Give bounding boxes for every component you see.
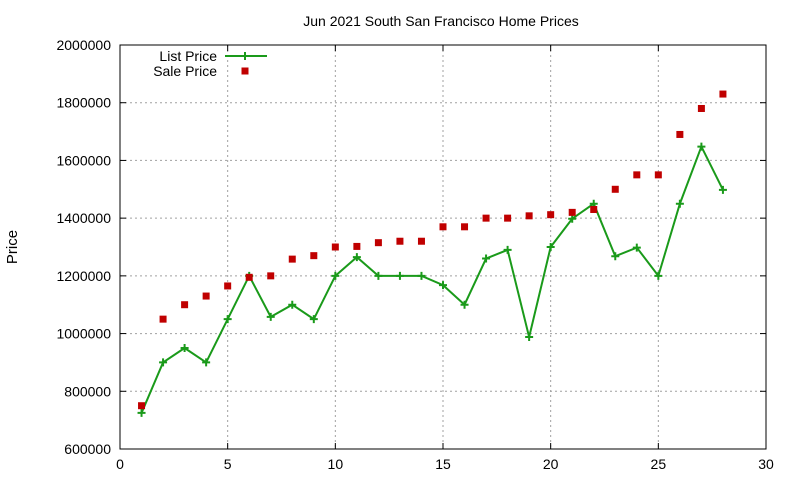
sale-price-point (202, 292, 210, 300)
list-price-point (503, 245, 512, 254)
list-price-point (718, 185, 727, 194)
sale-price-point (331, 243, 339, 251)
x-tick-label: 10 (328, 456, 344, 472)
sale-price-point (224, 282, 232, 290)
sale-price-point (417, 237, 425, 245)
tick-labels: 0 5 10 15 20 25 30 600000 800000 1000000 1200000 14… (56, 37, 774, 472)
legend-label-list-price: List Price (159, 48, 217, 64)
sale-price-point (633, 171, 641, 179)
y-tick-label: 1400000 (56, 210, 111, 226)
list-price-point (331, 271, 340, 280)
y-tick-label: 1800000 (56, 95, 111, 111)
sale-price-point (353, 242, 361, 250)
y-tick-label: 1600000 (56, 152, 111, 168)
sale-price-point (654, 171, 662, 179)
y-tick-label: 1200000 (56, 268, 111, 284)
chart-title: Jun 2021 South San Francisco Home Prices (303, 13, 578, 29)
sale-price-point (590, 205, 598, 213)
sale-price-point (461, 223, 469, 231)
list-price-point (697, 142, 706, 151)
x-tick-label: 30 (758, 456, 774, 472)
sale-price-point (310, 252, 318, 260)
list-price-point (288, 300, 297, 309)
list-price-point (395, 271, 404, 280)
sale-price-point (267, 272, 275, 280)
list-price-point (675, 199, 684, 208)
list-price-point (654, 271, 663, 280)
sale-price-point (396, 237, 404, 245)
sale-price-point (374, 239, 382, 247)
sale-price-point (611, 185, 619, 193)
series-layer (137, 90, 727, 417)
sale-price-point (245, 273, 253, 281)
sale-price-point (547, 211, 555, 219)
sale-price-point (525, 212, 533, 220)
grid-lines (120, 45, 766, 449)
sale-price-point (482, 214, 490, 222)
list-price-point (352, 253, 361, 262)
sale-price-point (181, 301, 189, 309)
legend: List Price Sale Price (153, 48, 267, 79)
sale-price-point (138, 402, 146, 410)
legend-marker-list-price (241, 52, 249, 60)
sale-price-point (719, 90, 727, 98)
y-tick-label: 1000000 (56, 326, 111, 342)
list-price-point (180, 344, 189, 352)
list-price-point (266, 312, 275, 321)
list-price-point (202, 358, 211, 367)
axis-ticks (119, 44, 767, 450)
list-price-point (137, 408, 146, 417)
legend-label-sale-price: Sale Price (153, 63, 217, 79)
y-tick-label: 600000 (64, 441, 111, 457)
list-price-line (140, 144, 724, 414)
list-price-point (309, 315, 318, 324)
legend-marker-sale-price (241, 67, 249, 75)
y-tick-label: 800000 (64, 383, 111, 399)
sale-price-point (439, 223, 447, 231)
sale-price-point (159, 315, 167, 323)
x-tick-label: 0 (116, 456, 124, 472)
x-tick-label: 15 (435, 456, 451, 472)
list-price-point (223, 315, 232, 324)
list-price-point (546, 243, 555, 251)
list-price-point (568, 214, 577, 223)
list-price-point (482, 254, 491, 263)
list-price-point (632, 243, 641, 252)
list-price-point (374, 271, 383, 280)
list-price-point (439, 281, 447, 290)
list-price-point (611, 252, 620, 261)
sale-price-point (697, 104, 705, 112)
sale-price-point (568, 208, 576, 216)
x-tick-label: 25 (651, 456, 667, 472)
sale-price-point (288, 255, 296, 263)
sale-price-point (504, 214, 512, 222)
list-price-point (417, 271, 426, 280)
list-price-point (525, 333, 534, 342)
list-price-point (460, 300, 469, 309)
sale-price-point (676, 130, 684, 138)
list-price-point (159, 358, 168, 367)
x-tick-label: 20 (543, 456, 559, 472)
y-axis-label: Price (4, 230, 21, 264)
y-tick-label: 2000000 (56, 37, 111, 53)
x-tick-label: 5 (224, 456, 232, 472)
